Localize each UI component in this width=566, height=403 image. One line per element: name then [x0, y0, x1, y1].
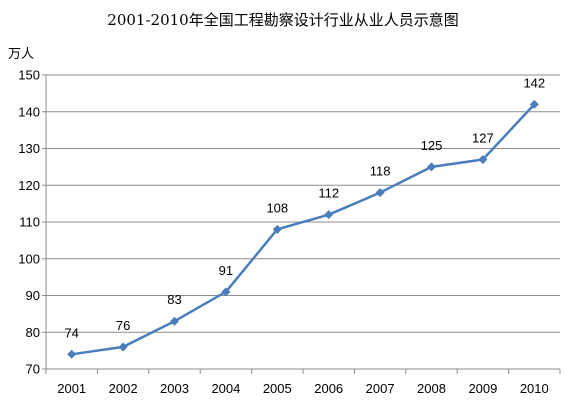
x-tick-label: 2002 [109, 381, 138, 396]
x-tick-label: 2009 [468, 381, 497, 396]
y-tick-label: 130 [18, 141, 40, 156]
data-label: 91 [219, 263, 233, 278]
data-point [221, 287, 231, 297]
data-point [375, 188, 385, 198]
data-point [272, 224, 282, 234]
x-tick-label: 2007 [366, 381, 395, 396]
series-line [71, 103, 536, 356]
data-label: 83 [167, 292, 181, 307]
axes [42, 74, 561, 374]
data-label: 76 [116, 318, 130, 333]
data-point [529, 99, 539, 109]
y-tick-label: 120 [18, 178, 40, 193]
x-tick-label: 2001 [57, 381, 86, 396]
y-tick-label: 80 [26, 325, 40, 340]
x-tick-label: 2005 [263, 381, 292, 396]
x-tick-label: 2010 [520, 381, 549, 396]
data-point [118, 342, 128, 352]
series [67, 99, 539, 359]
data-point [67, 349, 77, 359]
data-label: 125 [421, 138, 443, 153]
data-label: 127 [472, 131, 494, 146]
y-axis-unit: 万人 [8, 47, 34, 62]
data-point [427, 162, 436, 172]
labels: 70 80 90 100 110 120 130 140 150 2001 2002 2003 2004… [18, 68, 548, 397]
data-label: 118 [370, 164, 391, 179]
chart-title: 2001-2010年全国工程勘察设计行业从业人员示意图 [107, 11, 458, 29]
y-tick-label: 140 [18, 104, 40, 119]
x-tick-label: 2006 [314, 381, 343, 396]
data-label: 74 [64, 325, 78, 340]
data-label: 108 [266, 200, 288, 215]
data-point [478, 155, 488, 165]
x-tick-label: 2004 [211, 381, 240, 396]
data-label: 142 [523, 75, 545, 90]
gridlines [46, 74, 560, 333]
data-label: 112 [318, 186, 339, 201]
y-tick-label: 150 [18, 68, 40, 83]
y-tick-label: 100 [18, 251, 40, 266]
data-point [324, 210, 334, 220]
y-tick-label: 90 [26, 288, 40, 303]
y-tick-label: 110 [19, 215, 40, 230]
x-tick-label: 2008 [417, 381, 446, 396]
x-tick-label: 2003 [160, 381, 189, 396]
y-tick-label: 70 [26, 362, 40, 377]
data-point [170, 316, 179, 326]
